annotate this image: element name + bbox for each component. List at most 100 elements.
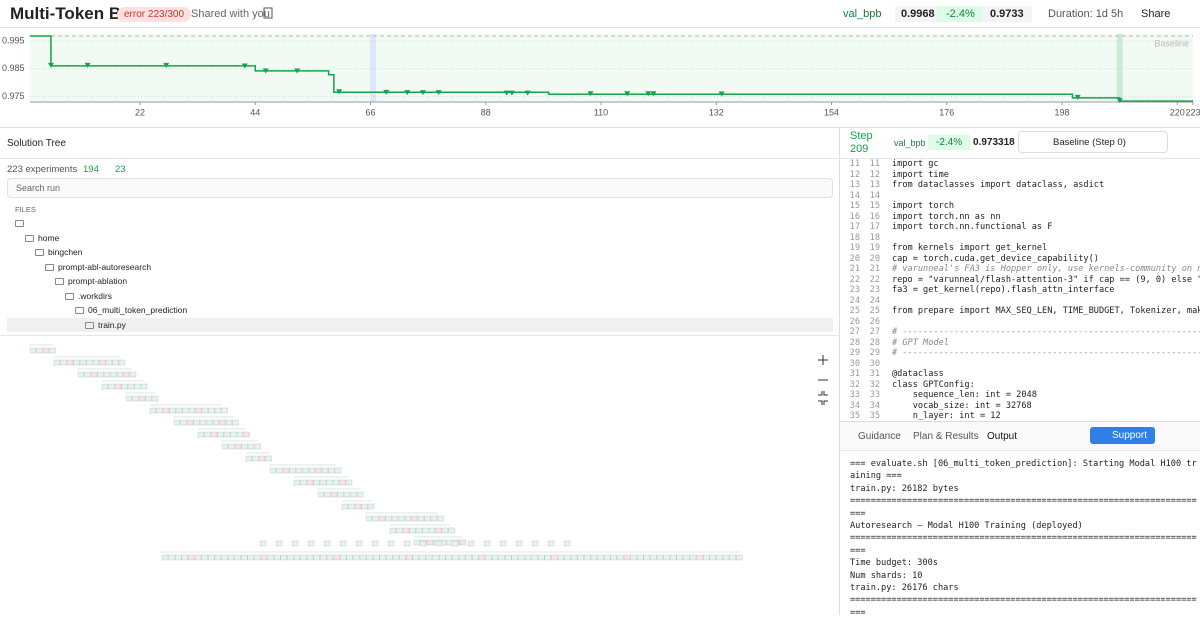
graph-node[interactable] <box>372 515 379 522</box>
graph-node[interactable] <box>389 527 397 534</box>
graph-node[interactable] <box>225 419 233 426</box>
improvement-marker[interactable] <box>383 89 390 95</box>
improvement-marker[interactable] <box>336 89 343 95</box>
graph-node[interactable] <box>212 419 220 426</box>
graph-node[interactable] <box>643 554 650 561</box>
graph-node[interactable] <box>194 554 202 561</box>
improvement-marker[interactable] <box>294 68 301 74</box>
improvement-marker[interactable] <box>435 90 442 96</box>
graph-node[interactable] <box>597 554 604 561</box>
graph-node[interactable] <box>689 554 697 561</box>
graph-node[interactable] <box>315 467 322 474</box>
graph-node[interactable] <box>125 395 133 402</box>
graph-node[interactable] <box>219 419 226 426</box>
compare-select[interactable]: Baseline (Step 0) <box>1018 131 1168 153</box>
graph-node[interactable] <box>367 503 375 510</box>
improvement-marker[interactable] <box>524 90 531 96</box>
graph-node[interactable] <box>392 554 400 561</box>
improvement-marker[interactable] <box>645 91 652 97</box>
search-box[interactable]: Search run <box>7 178 833 198</box>
graph-node[interactable] <box>415 527 423 534</box>
graph-node[interactable] <box>118 359 126 366</box>
graph-node[interactable] <box>339 479 346 486</box>
graph-node[interactable] <box>206 419 213 426</box>
graph-node[interactable] <box>343 491 351 498</box>
graph-node[interactable] <box>676 554 683 561</box>
graph-node[interactable] <box>173 419 181 426</box>
tab[interactable]: Guidance <box>858 431 901 442</box>
graph-node[interactable] <box>300 554 307 561</box>
graph-node[interactable] <box>324 491 331 498</box>
graph-node[interactable] <box>201 554 208 561</box>
graph-node[interactable] <box>419 554 426 561</box>
graph-node[interactable] <box>101 383 109 390</box>
graph-node[interactable] <box>339 540 347 547</box>
graph-node[interactable] <box>186 419 194 426</box>
graph-node[interactable] <box>518 554 525 561</box>
graph-node[interactable] <box>308 467 316 474</box>
graph-node[interactable] <box>313 554 320 561</box>
improvement-marker[interactable] <box>624 91 631 97</box>
graph-node[interactable] <box>637 554 644 561</box>
graph-node[interactable] <box>307 554 314 561</box>
graph-node[interactable] <box>458 554 466 561</box>
graph-node[interactable] <box>29 347 37 354</box>
graph-node[interactable] <box>413 539 421 546</box>
graph-node[interactable] <box>326 554 334 561</box>
graph-node[interactable] <box>736 554 743 561</box>
graph-node[interactable] <box>483 540 491 547</box>
graph-node[interactable] <box>722 554 730 561</box>
graph-node[interactable] <box>112 359 119 366</box>
graph-node[interactable] <box>208 554 215 561</box>
graph-node[interactable] <box>230 431 237 438</box>
graph-node[interactable] <box>422 527 429 534</box>
zoom-icons[interactable] <box>813 350 833 410</box>
graph-node[interactable] <box>467 540 475 547</box>
graph-node[interactable] <box>227 554 235 561</box>
graph-node[interactable] <box>419 540 427 547</box>
graph-node[interactable] <box>210 431 218 438</box>
graph-node[interactable] <box>129 371 137 378</box>
graph-node[interactable] <box>275 540 283 547</box>
doc-icon[interactable] <box>263 7 273 19</box>
graph-node[interactable] <box>306 479 314 486</box>
graph-node[interactable] <box>313 479 320 486</box>
graph-node[interactable] <box>156 407 163 414</box>
graph-node[interactable] <box>435 527 442 534</box>
graph-node[interactable] <box>341 503 349 510</box>
graph-node[interactable] <box>252 455 259 462</box>
graph-node[interactable] <box>617 554 624 561</box>
graph-node[interactable] <box>103 371 111 378</box>
graph-node[interactable] <box>531 540 539 547</box>
graph-node[interactable] <box>234 554 241 561</box>
graph-node[interactable] <box>417 515 425 522</box>
graph-node[interactable] <box>132 395 139 402</box>
graph-node[interactable] <box>511 554 518 561</box>
graph-node[interactable] <box>348 503 355 510</box>
graph-node[interactable] <box>161 554 169 561</box>
graph-node[interactable] <box>350 491 357 498</box>
graph-node[interactable] <box>472 554 479 561</box>
graph-node[interactable] <box>485 554 492 561</box>
graph-node[interactable] <box>241 443 248 450</box>
graph-node[interactable] <box>328 467 335 474</box>
graph-node[interactable] <box>424 515 431 522</box>
graph-node[interactable] <box>402 527 410 534</box>
graph-node[interactable] <box>448 527 455 534</box>
graph-node[interactable] <box>465 554 472 561</box>
graph-node[interactable] <box>258 455 266 462</box>
graph-node[interactable] <box>563 540 571 547</box>
graph-node[interactable] <box>356 491 364 498</box>
graph-node[interactable] <box>544 554 551 561</box>
graph-node[interactable] <box>280 554 287 561</box>
graph-node[interactable] <box>217 431 224 438</box>
graph-node[interactable] <box>403 540 411 547</box>
graph-node[interactable] <box>663 554 670 561</box>
graph-node[interactable] <box>127 383 135 390</box>
improvement-marker[interactable] <box>1116 98 1123 104</box>
graph-node[interactable] <box>289 467 296 474</box>
graph-node[interactable] <box>359 554 367 561</box>
tab[interactable]: Plan & Results <box>913 431 979 442</box>
graph-node[interactable] <box>138 395 146 402</box>
graph-node[interactable] <box>435 540 443 547</box>
